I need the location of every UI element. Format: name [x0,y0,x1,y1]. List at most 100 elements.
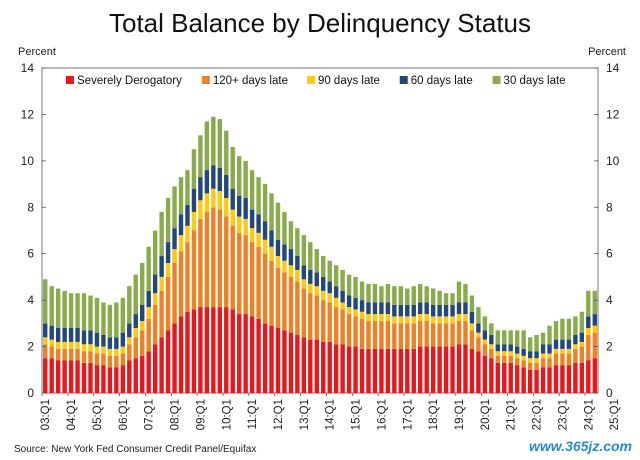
bar-segment [333,286,339,298]
bar-segment [178,177,184,215]
bar-segment [114,348,119,356]
bar-segment [366,321,371,349]
y-axis-label-left: Percent [18,46,56,58]
bar-segment [372,314,378,322]
bar-segment [49,346,54,359]
bar-segment [411,316,416,324]
bar-segment [456,314,462,322]
bar-segment [547,367,552,393]
bar-segment [534,358,539,363]
bar-segment [411,304,416,317]
bar-segment [560,318,565,340]
bar-segment [152,344,158,393]
bar-segment [165,276,171,331]
bar-segment [372,302,378,315]
x-tick-label: 24:Q1 [583,399,595,430]
bar-segment [282,272,287,331]
bar-segment [346,346,352,393]
bar-segment [43,344,48,359]
bar-segment [230,209,235,226]
bar-segment [527,369,533,393]
bar-segment [204,307,210,393]
bar-segment [295,256,300,270]
bar-segment [230,146,235,189]
bar-segment [476,323,481,333]
bar-segment [579,346,585,363]
bar-segment [392,304,397,317]
bar-segment [573,348,578,363]
bar-segment [107,355,113,368]
bar-segment [43,358,48,393]
bar-segment [489,344,494,349]
bar-segment [469,311,475,324]
x-tick-label: 09:Q1 [195,399,207,430]
legend: Severely Derogatory 120+ days late 90 days… [66,75,566,87]
bar-segment [191,211,197,231]
y-tick-label-left: 10 [21,154,35,168]
bar-segment [55,348,61,361]
bar-segment [101,346,106,354]
bar-segment [514,330,520,347]
bar-segment [586,328,591,335]
bar-segment [62,348,67,361]
bar-segment [385,283,391,303]
bar-segment [75,328,80,342]
bar-segment [321,300,326,342]
bar-segment [463,314,468,322]
bar-segment [256,318,261,393]
bar-segment [314,339,319,393]
bar-segment [405,288,410,305]
bar-segment [353,276,358,298]
bar-segment [573,362,578,393]
bar-segment [133,314,138,328]
bar-segment [327,281,332,294]
bar-segment [456,281,462,303]
bar-segment [540,358,546,368]
bar-segment [217,191,222,210]
bar-segment [120,365,126,393]
legend-swatch [399,76,408,84]
x-tick-label: 20:Q1 [480,399,492,430]
bar-segment [495,351,500,356]
bar-segment [94,346,100,354]
watermark: www.365jz.com [529,438,632,454]
bar-segment [101,302,106,335]
bar-segment [346,307,352,315]
bar-segment [243,198,248,219]
bar-segment [560,353,565,366]
bar-segment [159,337,164,393]
bar-segment [301,235,307,266]
bar-segment [127,323,132,338]
legend-label: 30 days late [504,75,566,87]
bar-segment [405,304,410,317]
bar-segment [579,362,585,393]
legend-label: 120+ days late [213,75,288,87]
bar-segment [68,293,74,328]
bar-segment [340,309,345,345]
bar-segment [120,346,126,354]
bar-segment [333,307,339,345]
bar-segment [424,346,429,393]
bar-segment [560,339,565,349]
bar-segment [502,355,507,363]
bar-segment [191,230,197,310]
bar-segment [236,216,242,233]
bar-segment [146,246,151,291]
bar-segment [172,186,177,229]
bar-segment [308,283,313,294]
bar-segment [217,307,222,393]
bar-segment [275,239,281,257]
legend-label: 60 days late [411,75,473,87]
bar-segment [165,242,171,263]
bar-segment [133,358,138,393]
bar-segment [62,360,67,393]
bar-segment [359,300,365,312]
legend-swatch [492,76,501,84]
bar-segment [437,316,442,324]
bar-segment [236,314,242,393]
bar-segment [301,288,307,338]
bar-segment [224,307,229,393]
bar-segment [521,355,526,361]
bar-segment [592,290,597,315]
bar-segment [469,330,475,349]
